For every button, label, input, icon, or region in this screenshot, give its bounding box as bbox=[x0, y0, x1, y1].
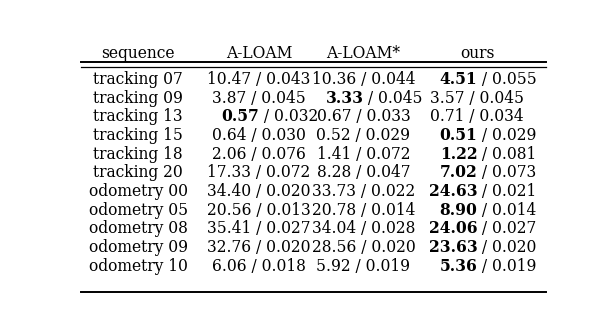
Text: odometry 08: odometry 08 bbox=[89, 220, 188, 237]
Text: 33.73 / 0.022: 33.73 / 0.022 bbox=[312, 183, 415, 200]
Text: tracking 07: tracking 07 bbox=[93, 71, 183, 88]
Text: 0.64 / 0.030: 0.64 / 0.030 bbox=[212, 127, 306, 144]
Text: 23.63: 23.63 bbox=[428, 239, 477, 256]
Text: / 0.014: / 0.014 bbox=[477, 202, 537, 218]
Text: 4.51: 4.51 bbox=[439, 71, 477, 88]
Text: 35.41 / 0.027: 35.41 / 0.027 bbox=[207, 220, 311, 237]
Text: 8.28 / 0.047: 8.28 / 0.047 bbox=[316, 164, 410, 181]
Text: 24.63: 24.63 bbox=[428, 183, 477, 200]
Text: / 0.073: / 0.073 bbox=[477, 164, 537, 181]
Text: 10.47 / 0.043: 10.47 / 0.043 bbox=[207, 71, 311, 88]
Text: sequence: sequence bbox=[102, 45, 175, 62]
Text: / 0.032: / 0.032 bbox=[259, 108, 318, 125]
Text: / 0.019: / 0.019 bbox=[477, 258, 537, 275]
Text: 32.76 / 0.020: 32.76 / 0.020 bbox=[207, 239, 311, 256]
Text: / 0.029: / 0.029 bbox=[477, 127, 537, 144]
Text: 34.40 / 0.020: 34.40 / 0.020 bbox=[207, 183, 311, 200]
Text: 28.56 / 0.020: 28.56 / 0.020 bbox=[312, 239, 416, 256]
Text: / 0.027: / 0.027 bbox=[477, 220, 537, 237]
Text: 0.57: 0.57 bbox=[222, 108, 259, 125]
Text: 1.41 / 0.072: 1.41 / 0.072 bbox=[316, 146, 410, 163]
Text: 2.06 / 0.076: 2.06 / 0.076 bbox=[212, 146, 306, 163]
Text: 10.36 / 0.044: 10.36 / 0.044 bbox=[312, 71, 415, 88]
Text: 17.33 / 0.072: 17.33 / 0.072 bbox=[207, 164, 311, 181]
Text: 24.06: 24.06 bbox=[428, 220, 477, 237]
Text: ours: ours bbox=[460, 45, 494, 62]
Text: odometry 09: odometry 09 bbox=[89, 239, 188, 256]
Text: odometry 10: odometry 10 bbox=[89, 258, 188, 275]
Text: / 0.021: / 0.021 bbox=[477, 183, 537, 200]
Text: odometry 05: odometry 05 bbox=[89, 202, 188, 218]
Text: tracking 09: tracking 09 bbox=[93, 90, 183, 107]
Text: 3.33: 3.33 bbox=[326, 90, 364, 107]
Text: tracking 15: tracking 15 bbox=[93, 127, 183, 144]
Text: 0.52 / 0.029: 0.52 / 0.029 bbox=[316, 127, 411, 144]
Text: / 0.020: / 0.020 bbox=[477, 239, 537, 256]
Text: 0.71 / 0.034: 0.71 / 0.034 bbox=[430, 108, 524, 125]
Text: 6.06 / 0.018: 6.06 / 0.018 bbox=[212, 258, 306, 275]
Text: tracking 13: tracking 13 bbox=[94, 108, 183, 125]
Text: / 0.081: / 0.081 bbox=[477, 146, 537, 163]
Text: 0.51: 0.51 bbox=[439, 127, 477, 144]
Text: / 0.055: / 0.055 bbox=[477, 71, 537, 88]
Text: A-LOAM: A-LOAM bbox=[226, 45, 293, 62]
Text: 20.78 / 0.014: 20.78 / 0.014 bbox=[312, 202, 415, 218]
Text: 8.90: 8.90 bbox=[439, 202, 477, 218]
Text: 0.67 / 0.033: 0.67 / 0.033 bbox=[316, 108, 410, 125]
Text: A-LOAM*: A-LOAM* bbox=[326, 45, 400, 62]
Text: 3.87 / 0.045: 3.87 / 0.045 bbox=[212, 90, 306, 107]
Text: 20.56 / 0.013: 20.56 / 0.013 bbox=[207, 202, 311, 218]
Text: tracking 18: tracking 18 bbox=[94, 146, 183, 163]
Text: 7.02: 7.02 bbox=[439, 164, 477, 181]
Text: odometry 00: odometry 00 bbox=[89, 183, 188, 200]
Text: 3.57 / 0.045: 3.57 / 0.045 bbox=[430, 90, 524, 107]
Text: 5.92 / 0.019: 5.92 / 0.019 bbox=[316, 258, 411, 275]
Text: 5.36: 5.36 bbox=[439, 258, 477, 275]
Text: tracking 20: tracking 20 bbox=[93, 164, 183, 181]
Text: 34.04 / 0.028: 34.04 / 0.028 bbox=[312, 220, 415, 237]
Text: / 0.045: / 0.045 bbox=[364, 90, 423, 107]
Text: 1.22: 1.22 bbox=[439, 146, 477, 163]
